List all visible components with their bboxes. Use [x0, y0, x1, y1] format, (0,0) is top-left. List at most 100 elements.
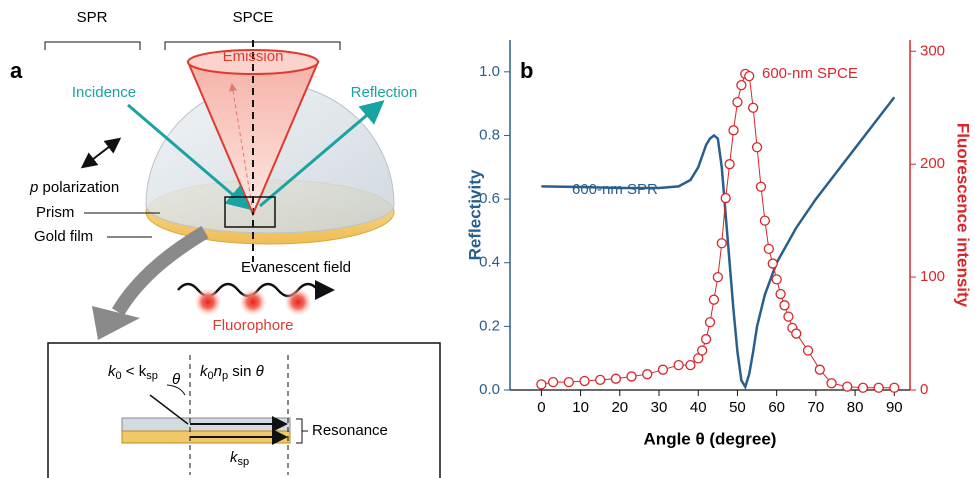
data-point	[784, 312, 793, 321]
x-tick-label: 50	[729, 399, 746, 416]
incidence-label: Incidence	[72, 84, 136, 101]
data-point	[725, 160, 734, 169]
data-point	[843, 382, 852, 391]
data-point	[596, 375, 605, 384]
data-point	[890, 383, 899, 392]
data-point	[686, 361, 695, 370]
data-point	[658, 365, 667, 374]
y-tick-label: 0.2	[479, 317, 500, 334]
y2-tick-label: 200	[920, 155, 945, 172]
series-label: 600-nm SPCE	[762, 65, 858, 82]
data-point	[874, 383, 883, 392]
panel-label: b	[520, 58, 533, 83]
prism-label: Prism	[36, 204, 74, 221]
x-tick-label: 30	[651, 399, 668, 416]
polarization-label: p polarization	[29, 179, 119, 196]
data-point	[776, 290, 785, 299]
inset-theta: θ	[172, 371, 180, 388]
panel-a: a SPR SPCE Emission Incidence Reflection…	[10, 9, 440, 478]
y-tick-label: 1.0	[479, 63, 500, 80]
data-point	[713, 273, 722, 282]
y-tick-label: 0.0	[479, 381, 500, 398]
data-point	[780, 301, 789, 310]
zoom-arrow	[118, 232, 205, 312]
data-point	[756, 182, 765, 191]
fluorophore-dot	[284, 288, 312, 316]
fluorophore-label: Fluorophore	[213, 317, 294, 334]
figure: a SPR SPCE Emission Incidence Reflection…	[0, 0, 975, 478]
y2-tick-label: 0	[920, 381, 928, 398]
sym: n	[214, 363, 222, 380]
x-tick-label: 70	[808, 399, 825, 416]
data-point	[549, 378, 558, 387]
data-point	[768, 259, 777, 268]
x-axis-title: Angle θ (degree)	[644, 429, 777, 448]
x-tick-label: 80	[847, 399, 864, 416]
sym: θ	[256, 363, 264, 380]
data-point	[706, 318, 715, 327]
data-point	[709, 295, 718, 304]
inset-projection: k0np sin θ	[200, 363, 264, 382]
sub: sp	[238, 456, 250, 468]
bracket-label: SPR	[77, 9, 108, 26]
data-point	[745, 72, 754, 81]
polarization-arrow	[84, 140, 118, 166]
sub: sp	[146, 370, 158, 382]
series-label: 600-nm SPR	[572, 181, 658, 198]
data-point	[760, 216, 769, 225]
data-point	[804, 346, 813, 355]
data-point	[702, 335, 711, 344]
data-point	[729, 126, 738, 135]
data-point	[721, 194, 730, 203]
data-point	[792, 329, 801, 338]
x-tick-label: 10	[572, 399, 589, 416]
y-tick-label: 0.8	[479, 126, 500, 143]
polarization-text: polarization	[38, 179, 119, 196]
data-point	[858, 383, 867, 392]
data-point	[674, 361, 683, 370]
bracket	[45, 42, 340, 50]
polarization-symbol: p	[29, 179, 38, 196]
panel-label: a	[10, 58, 23, 83]
data-point	[737, 81, 746, 90]
data-point	[764, 244, 773, 253]
x-tick-label: 40	[690, 399, 707, 416]
fluorophore-dot	[194, 288, 222, 316]
zoom-arrowhead	[92, 306, 140, 340]
x-tick-label: 0	[537, 399, 545, 416]
data-point	[698, 346, 707, 355]
sym: < k	[122, 363, 147, 380]
series-line	[541, 74, 894, 388]
data-point	[815, 365, 824, 374]
data-point	[564, 378, 573, 387]
y-axis-title: Reflectivity	[465, 169, 484, 260]
evanescent-label: Evanescent field	[241, 259, 351, 276]
x-tick-label: 60	[768, 399, 785, 416]
data-point	[643, 370, 652, 379]
inset-ksp-label: ksp	[230, 449, 249, 468]
data-point	[611, 374, 620, 383]
inset-condition: k0 < ksp	[108, 363, 158, 382]
y2-axis-title: Fluorescence intensity	[954, 123, 973, 308]
data-point	[749, 103, 758, 112]
data-point	[827, 379, 836, 388]
reflection-label: Reflection	[351, 84, 418, 101]
resonance-label: Resonance	[312, 422, 388, 439]
fluorophore-dot	[239, 288, 267, 316]
data-point	[733, 98, 742, 107]
data-point	[753, 143, 762, 152]
gold-label: Gold film	[34, 228, 93, 245]
data-point	[580, 376, 589, 385]
bracket-label: SPCE	[233, 9, 274, 26]
x-tick-label: 20	[611, 399, 628, 416]
emission-label: Emission	[223, 48, 284, 65]
data-point	[717, 239, 726, 248]
data-point	[627, 372, 636, 381]
data-point	[537, 380, 546, 389]
resonance-bracket	[296, 419, 308, 443]
sym: sin	[228, 363, 256, 380]
x-tick-label: 90	[886, 399, 903, 416]
data-point	[772, 275, 781, 284]
y2-tick-label: 300	[920, 42, 945, 59]
